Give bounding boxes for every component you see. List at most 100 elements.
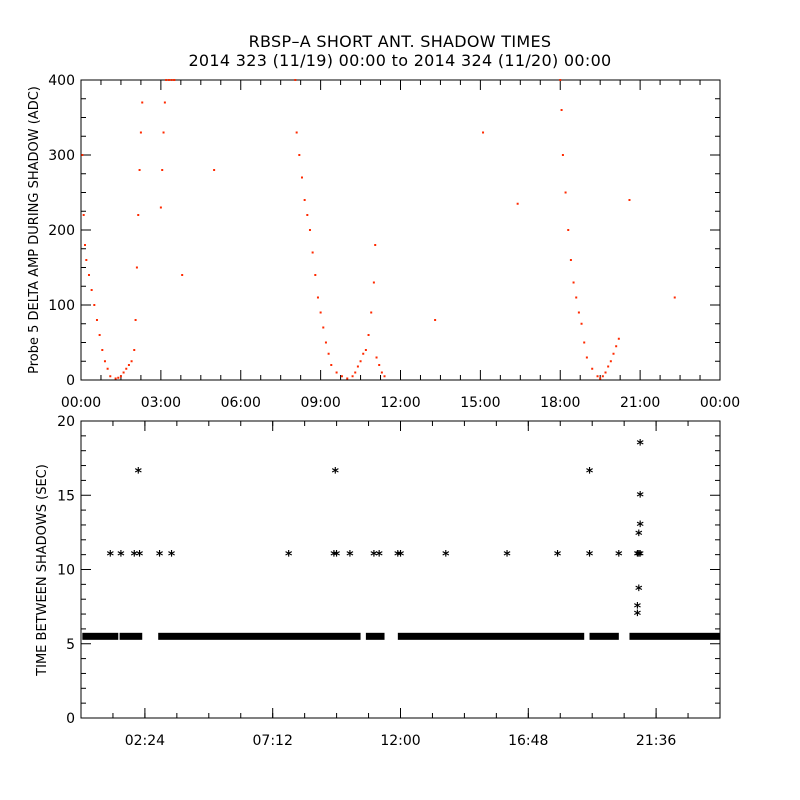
panel1-data-point: [359, 360, 362, 363]
panel2-data-point: *: [634, 601, 642, 617]
panel1-data-point: [181, 274, 184, 276]
panel2-data-point: *: [636, 489, 644, 505]
panel1-y-tick-label: 300: [48, 148, 75, 164]
panel1-data-point: [591, 367, 594, 370]
panel1-data-point: [609, 360, 612, 363]
panel1-data-point: [380, 371, 383, 374]
panel1-data-point: [119, 375, 122, 378]
panel2-data-point: *: [394, 549, 402, 565]
panel2-data-point: *: [156, 549, 164, 565]
panel2-data-point: *: [332, 465, 340, 481]
panel1-data-point: [375, 356, 378, 359]
panel1-data-point: [356, 365, 359, 368]
panel1-data-point: [374, 244, 377, 246]
panel1-data-point: [311, 251, 314, 254]
panel1-data-point: [330, 364, 333, 366]
panel1-data-point: [303, 199, 306, 201]
panel2-data-point: *: [586, 549, 594, 565]
panel2-baseline-segment: [82, 632, 119, 640]
panel2-data-point: *: [376, 549, 384, 565]
panel1-data-point: [612, 352, 615, 355]
panel2-x-tick-label: 16:48: [508, 733, 548, 749]
panel1-data-point: [364, 349, 367, 351]
panel2-y-tick-label: 0: [66, 711, 75, 727]
panel2-data-point: *: [635, 583, 643, 599]
panel1-data-point: [559, 79, 562, 81]
panel1-data-point: [564, 191, 567, 194]
panel1-data-point: [601, 375, 604, 378]
panel2-data-point: *: [168, 549, 176, 565]
panel1-data-point: [561, 154, 564, 156]
panel1-data-point: [81, 154, 84, 156]
panel1-data-point: [367, 334, 370, 336]
panel2-data-point: *: [117, 549, 125, 565]
panel1-data-point: [673, 296, 676, 299]
panel2-data-point: *: [135, 465, 143, 481]
chart-subtitle: 2014 323 (11/19) 00:00 to 2014 324 (11/2…: [188, 51, 612, 70]
panel1-data-point: [127, 364, 130, 366]
panel2-baseline-segment: [158, 632, 361, 640]
panel1-data-point: [90, 289, 93, 291]
panel1-data-point: [213, 169, 216, 171]
panel2-data-point: *: [503, 549, 511, 565]
panel2-data-point: *: [554, 549, 562, 565]
panel1-data-point: [106, 367, 109, 370]
panel1-data-point: [383, 375, 386, 378]
panel1-data-point: [604, 371, 607, 374]
panel2-data-point: *: [442, 549, 450, 565]
panel2-x-tick-label: 12:00: [380, 733, 420, 749]
panel1-data-point: [607, 365, 610, 368]
panel1-y-tick-label: 400: [48, 73, 75, 89]
panel2-baseline-segment: [119, 632, 143, 640]
panel1-data-point: [125, 367, 128, 370]
panel1-data-point: [137, 214, 140, 216]
panel1-data-point: [567, 229, 570, 231]
panel2-x-tick-label: 02:24: [125, 733, 165, 749]
panel1-data-point: [370, 311, 373, 314]
panel1-y-tick-label: 200: [48, 223, 75, 239]
panel1-data-point: [82, 214, 85, 216]
panel1-data-point: [324, 341, 327, 344]
panel1-data-point: [322, 326, 325, 329]
panel1-data-point: [482, 131, 485, 134]
panel2-baseline-segment: [397, 632, 585, 640]
panel1-y-tick-label: 100: [48, 298, 75, 314]
panel1-data-point: [596, 375, 599, 378]
panel1-data-point: [162, 131, 165, 134]
panel1-data-point: [159, 206, 162, 209]
panel1-data-point: [560, 109, 563, 111]
panel2-data-point: *: [107, 549, 115, 565]
panel2-data-point: *: [586, 465, 594, 481]
panel1-data-point: [87, 274, 90, 276]
panel1-x-tick-label: 03:00: [141, 395, 181, 411]
panel2-y-tick-label: 15: [57, 488, 75, 504]
panel1-data-point: [101, 349, 104, 351]
panel1-x-tick-label: 15:00: [460, 395, 500, 411]
panel2-data-point: *: [636, 549, 644, 565]
panel1-data-point: [93, 304, 96, 306]
panel1-data-point: [95, 319, 98, 321]
panel1-data-point: [294, 79, 297, 81]
panel1-data-point: [308, 229, 311, 231]
panel2-baseline-segment: [365, 632, 385, 640]
panel2-data-point: *: [136, 549, 144, 565]
panel2-y-tick-label: 5: [66, 637, 75, 653]
panel2-x-tick-label: 21:36: [636, 733, 676, 749]
panel1-data-point: [354, 371, 357, 374]
panel2-data-point: *: [330, 549, 338, 565]
panel2-frame: [80, 420, 721, 719]
panel1-data-point: [163, 101, 166, 104]
panel2-data-point: *: [635, 549, 643, 565]
panel1-data-point: [306, 214, 309, 216]
panel1-x-tick-label: 06:00: [221, 395, 261, 411]
panel1-data-point: [83, 244, 86, 246]
chart-title: RBSP–A SHORT ANT. SHADOW TIMES: [248, 32, 552, 51]
panel1-data-point: [628, 199, 631, 201]
panel1-data-point: [372, 281, 375, 284]
panel1-x-tick-label: 00:00: [700, 395, 740, 411]
panel2-y-tick-label: 10: [57, 563, 75, 579]
panel1-data-point: [346, 377, 349, 380]
panel1-data-point: [103, 360, 106, 363]
panel1-data-point: [575, 296, 578, 299]
